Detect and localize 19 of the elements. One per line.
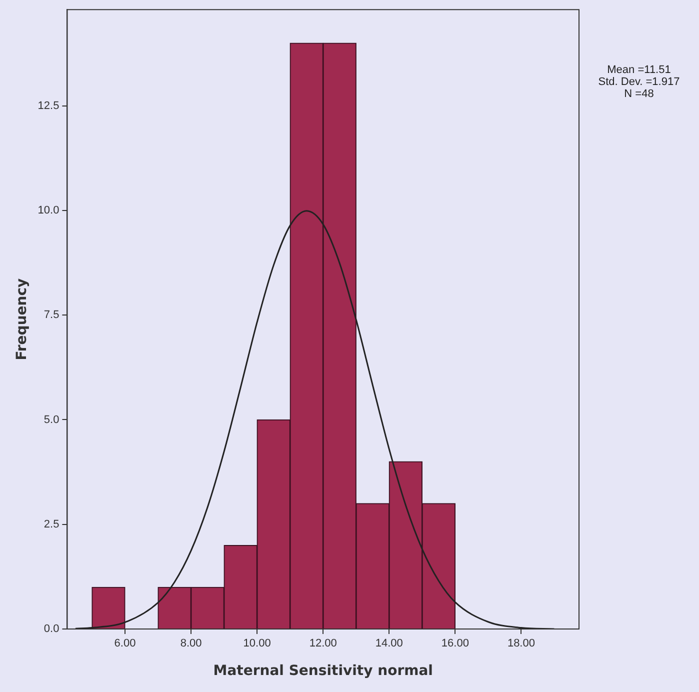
line-series (74, 210, 555, 629)
y-axis-title: Frequency (14, 278, 30, 360)
x-tick-label: 14.00 (375, 638, 403, 650)
x-tick-label: 18.00 (507, 638, 535, 650)
y-tick-label: 2.5 (44, 518, 60, 530)
x-axis-title: Maternal Sensitivity normal (213, 663, 433, 680)
y-tick-label: 12.5 (38, 100, 60, 112)
text: Std. Dev. =1.917 (597, 76, 681, 88)
x-tick-label: 10.00 (243, 638, 271, 650)
y-tick-label: 5.0 (44, 414, 60, 426)
x-tick-label: 6.00 (114, 638, 136, 650)
x-tick-label: 12.00 (309, 638, 337, 650)
x-tick-label: 8.00 (180, 638, 202, 650)
y-tick-label: 0.0 (44, 623, 60, 636)
y-tick-label: 7.5 (44, 309, 60, 322)
x-tick-label: 16.00 (441, 638, 469, 650)
text: Mean =11.51 (606, 64, 672, 76)
text: N =48 (623, 88, 655, 100)
y-tick-label: 10.0 (38, 204, 60, 217)
